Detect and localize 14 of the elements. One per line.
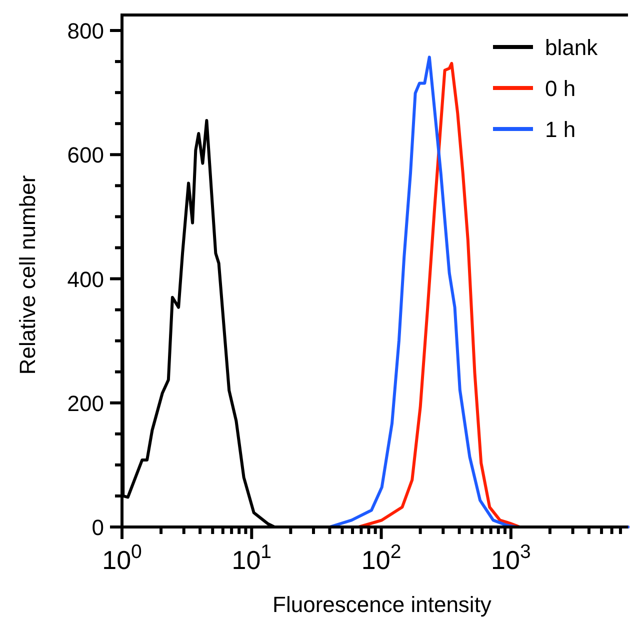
legend-label: 0 h — [545, 76, 576, 101]
x-axis-title: Fluorescence intensity — [272, 592, 492, 617]
y-tick-label: 800 — [67, 18, 104, 44]
legend-label: 1 h — [545, 117, 576, 142]
x-tick-label: 10$^{3}$ — [491, 541, 531, 575]
x-tick-label: 10$^{0}$ — [102, 541, 142, 575]
legend-label: blank — [545, 35, 599, 60]
y-tick-label: 200 — [67, 390, 104, 416]
y-tick-label: 400 — [67, 266, 104, 292]
y-tick-label: 600 — [67, 142, 104, 168]
x-tick-label: 10$^{1}$ — [232, 541, 272, 575]
y-axis-title: Relative cell number — [15, 175, 40, 375]
x-tick-label: 10$^{2}$ — [361, 541, 402, 575]
y-tick-label: 0 — [92, 515, 104, 540]
